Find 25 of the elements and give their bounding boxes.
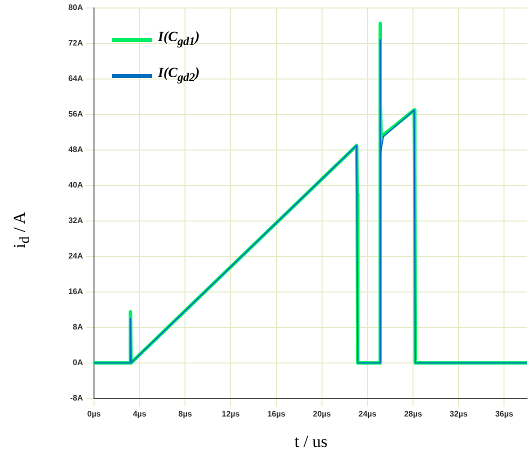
x-tick-label: 16µs [267,409,286,418]
y-tick-label: 32A [68,216,84,226]
y-tick-label: -8A [70,394,84,403]
y-tick-label: 80A [68,3,84,12]
x-tick-label: 28µs [404,409,423,418]
x-tick-label: 24µs [358,409,377,418]
x-tick-label: 32µs [450,409,468,418]
y-tick-label: 72A [68,38,84,48]
y-tick-label: 8A [72,322,84,332]
x-tick-label: 36µs [495,409,514,418]
y-tick-label: 40A [68,180,84,190]
y-tick-label: 16A [68,287,84,296]
y-tick-label: 56A [68,110,84,119]
legend-label: I(C$_{gd2}$) [158,66,200,86]
legend-label: I(C$_{gd1}$) [158,30,200,50]
y-tick-label: 0A [72,358,84,368]
x-tick-label: 20µs [312,409,332,418]
x-tick-label: 4µs [132,409,147,418]
x-tick-label: 8µs [178,409,192,418]
x-tick-label: 12µs [222,409,240,418]
y-tick-label: 64A [68,74,84,84]
x-tick-label: 0µs [87,409,102,418]
y-tick-label: 48A [68,145,84,154]
y-tick-label: 24A [68,252,84,261]
x-axis-title: t / us [294,432,328,452]
